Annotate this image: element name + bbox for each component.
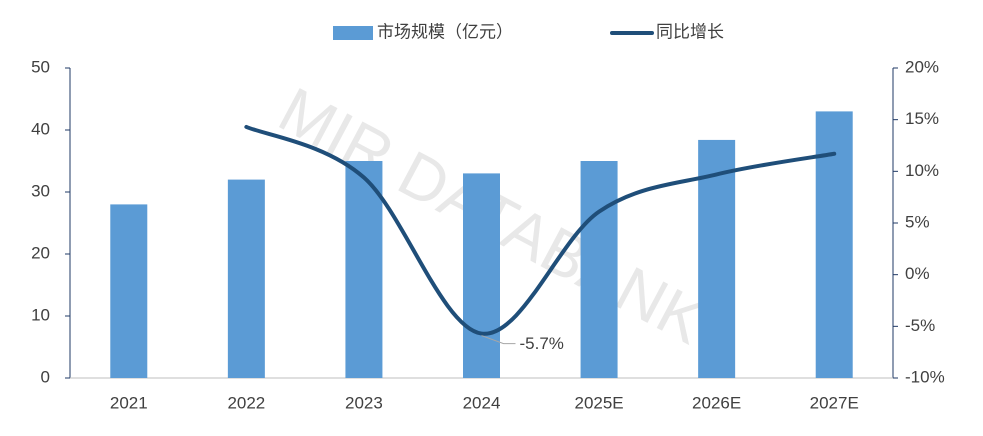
y2-tick-label: -10%	[905, 367, 945, 386]
x-tick-label: 2026E	[692, 393, 741, 412]
bar	[463, 173, 500, 378]
y2-tick-label: 20%	[905, 57, 939, 76]
x-tick-label: 2024	[463, 393, 501, 412]
y-tick-label: 30	[31, 181, 50, 200]
y2-tick-label: -5%	[905, 316, 935, 335]
y-tick-label: 40	[31, 119, 50, 138]
bar	[815, 111, 853, 379]
y2-tick-label: 15%	[905, 109, 939, 128]
y-tick-label: 10	[31, 305, 50, 324]
y2-tick-label: 0%	[905, 264, 930, 283]
x-tick-label: 2025E	[574, 393, 623, 412]
y-tick-label: 0	[41, 367, 50, 386]
legend-label: 市场规模（亿元）	[377, 22, 513, 41]
bar	[110, 204, 148, 378]
bar	[698, 139, 736, 378]
line	[244, 124, 837, 336]
legend-label: 同比增长	[656, 22, 724, 41]
y2-tick-label: 10%	[905, 161, 939, 180]
data-label: -5.7%	[520, 334, 564, 353]
bar	[580, 161, 618, 378]
y-tick-label: 50	[31, 57, 50, 76]
x-tick-label: 2023	[345, 393, 383, 412]
x-tick-label: 2022	[227, 393, 265, 412]
label-leader	[481, 335, 516, 345]
y-tick-label: 20	[31, 243, 50, 262]
bar	[227, 179, 265, 378]
bar	[345, 161, 383, 378]
x-tick-label: 2021	[110, 393, 148, 412]
legend-swatch	[333, 26, 373, 40]
x-tick-label: 2027E	[810, 393, 859, 412]
y2-tick-label: 5%	[905, 212, 930, 231]
